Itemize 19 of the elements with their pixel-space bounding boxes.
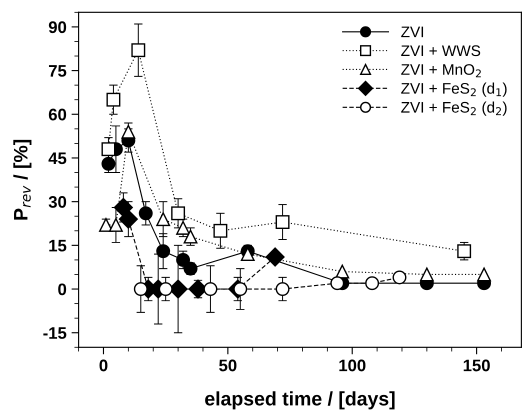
x-tick-label: 100 <box>339 360 366 372</box>
legend-label: ZVI <box>401 26 424 38</box>
x-axis-title: elapsed time / [days] <box>205 391 395 410</box>
legend-label: ZVI + WWS <box>401 45 480 56</box>
y-tick-label: 60 <box>48 108 66 120</box>
legend-label: ZVI + FeS$_{2}$ (d$_{2}$) <box>401 102 507 116</box>
y-tick-label: 0 <box>58 283 66 296</box>
y-tick-label: -15 <box>43 327 66 339</box>
y-tick-label: 90 <box>48 21 66 34</box>
y-tick-label: 30 <box>48 196 66 208</box>
x-tick-label: 0 <box>100 360 108 372</box>
y-tick-label: 15 <box>49 240 66 252</box>
y-tick-label: 75 <box>48 65 66 77</box>
x-tick-label: 50 <box>219 360 236 372</box>
y-axis-title: P$_{rev}$ / [%] <box>13 140 32 220</box>
y-tick-label: 45 <box>48 152 66 164</box>
legend-label: ZVI + MnO$_{2}$ <box>401 64 481 78</box>
legend-label: ZVI + FeS$_{2}$ (d$_{1}$) <box>401 82 507 97</box>
x-tick-label: 150 <box>464 360 490 372</box>
